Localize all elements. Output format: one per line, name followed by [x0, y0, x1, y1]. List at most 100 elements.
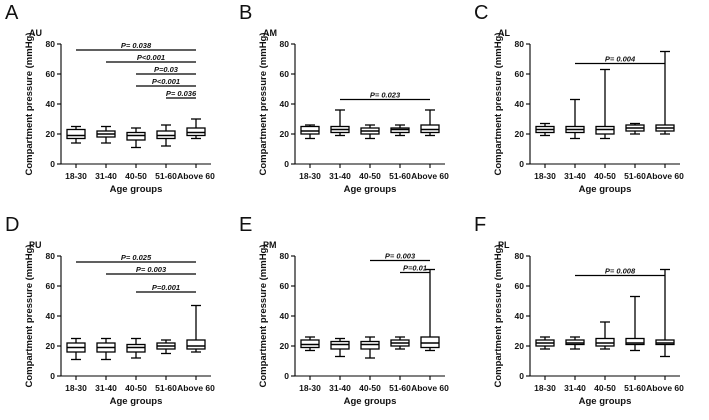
box-3 — [126, 337, 146, 359]
x-axis-title: Age groups — [110, 184, 163, 195]
y-tick-label: 80 — [46, 39, 56, 49]
y-tick-label: 20 — [46, 341, 56, 351]
box-1 — [300, 124, 320, 140]
y-tick-label: 40 — [46, 99, 56, 109]
chart-panel-a: A AU 0 20 40 60 80 Compartment pressure (mmHg) 1… — [5, 2, 215, 195]
x-tick-label: 31-40 — [329, 383, 351, 393]
box-iqr — [625, 337, 645, 346]
box-1 — [535, 122, 555, 137]
box-2 — [565, 98, 585, 140]
x-tick-label: 18-30 — [299, 171, 321, 181]
y-tick-label: 40 — [515, 311, 525, 321]
panel-subtitle: AM — [263, 28, 277, 38]
p-value-label: P= 0.025 — [121, 253, 152, 262]
x-tick-label: Above 60 — [646, 171, 684, 181]
box-5 — [420, 109, 440, 137]
x-tick-label: 18-30 — [534, 383, 556, 393]
x-tick-label: 51-60 — [624, 383, 646, 393]
box-3 — [360, 124, 380, 140]
y-tick-label: 80 — [280, 39, 290, 49]
x-tick-label: 40-50 — [594, 383, 616, 393]
y-tick-label: 0 — [519, 159, 524, 169]
y-tick-label: 20 — [46, 129, 56, 139]
p-value-label: P=0.03 — [154, 65, 179, 74]
y-tick-label: 60 — [46, 281, 56, 291]
x-axis-title: Age groups — [344, 396, 397, 407]
y-tick-label: 60 — [280, 281, 290, 291]
y-axis-title: Compartment pressure (mmHg) — [24, 32, 35, 175]
box-1 — [66, 337, 86, 361]
y-tick-label: 60 — [515, 281, 525, 291]
x-tick-label: 51-60 — [155, 383, 177, 393]
p-value-label: P= 0.003 — [385, 252, 416, 261]
box-2 — [330, 109, 350, 137]
p-value-label: P=0.001 — [152, 283, 180, 292]
box-4 — [625, 295, 645, 352]
y-tick-label: 60 — [46, 69, 56, 79]
panel-letter: C — [474, 2, 488, 24]
box-3 — [360, 336, 380, 359]
x-tick-label: 31-40 — [564, 171, 586, 181]
x-tick-label: Above 60 — [177, 171, 215, 181]
y-tick-label: 20 — [280, 341, 290, 351]
y-tick-label: 0 — [284, 159, 289, 169]
x-axis-title: Age groups — [579, 396, 632, 407]
y-axis-title: Compartment pressure (mmHg) — [258, 244, 269, 387]
y-tick-label: 80 — [280, 251, 290, 261]
box-5 — [186, 118, 206, 140]
box-1 — [535, 336, 555, 350]
x-tick-label: 40-50 — [125, 171, 147, 181]
chart-panel-e: E PM 0 20 40 60 80 Compartment pressure (mmHg) 1… — [239, 214, 449, 407]
x-tick-label: 18-30 — [65, 171, 87, 181]
x-axis-title: Age groups — [579, 184, 632, 195]
box-5 — [420, 268, 440, 352]
box-4 — [390, 336, 410, 350]
panel-subtitle: AU — [29, 28, 42, 38]
panel-subtitle: PM — [263, 240, 277, 250]
box-4 — [625, 122, 645, 135]
y-tick-label: 0 — [519, 371, 524, 381]
y-tick-label: 40 — [280, 311, 290, 321]
y-axis-title: Compartment pressure (mmHg) — [493, 32, 504, 175]
y-axis-title: Compartment pressure (mmHg) — [493, 244, 504, 387]
y-tick-label: 40 — [515, 99, 525, 109]
box-4 — [390, 124, 410, 137]
panel-subtitle: PL — [498, 240, 510, 250]
x-tick-label: 31-40 — [95, 383, 117, 393]
x-tick-label: Above 60 — [411, 171, 449, 181]
x-tick-label: 51-60 — [389, 383, 411, 393]
p-value-label: P= 0.038 — [121, 41, 152, 50]
p-value-label: P= 0.036 — [166, 89, 197, 98]
x-tick-label: 51-60 — [155, 171, 177, 181]
y-tick-label: 0 — [50, 159, 55, 169]
y-tick-label: 80 — [515, 39, 525, 49]
panel-letter: D — [5, 214, 19, 236]
x-tick-label: Above 60 — [646, 383, 684, 393]
y-tick-label: 20 — [280, 129, 290, 139]
box-1 — [300, 336, 320, 352]
x-tick-label: 51-60 — [389, 171, 411, 181]
y-axis-title: Compartment pressure (mmHg) — [24, 244, 35, 387]
y-tick-label: 40 — [280, 99, 290, 109]
box-1 — [66, 125, 86, 144]
x-tick-label: 31-40 — [95, 171, 117, 181]
p-value-label: P=0.01 — [403, 264, 427, 273]
x-tick-label: Above 60 — [177, 383, 215, 393]
box-2 — [330, 337, 350, 358]
p-value-label: P<0.001 — [152, 77, 180, 86]
panel-subtitle: AL — [498, 28, 510, 38]
panel-letter: A — [5, 2, 19, 24]
box-5 — [186, 304, 206, 353]
box-iqr — [186, 339, 206, 350]
box-4 — [156, 124, 176, 147]
chart-panel-f: F PL 0 20 40 60 80 Compartment pressure (mmHg) 1… — [474, 214, 684, 407]
box-3 — [595, 321, 615, 350]
p-value-label: P= 0.004 — [605, 55, 636, 64]
box-3 — [126, 127, 146, 149]
chart-panel-d: D PU 0 20 40 60 80 Compartment pressure (mmHg) 1… — [5, 214, 215, 407]
y-tick-label: 0 — [284, 371, 289, 381]
box-2 — [96, 125, 116, 144]
p-value-label: P= 0.023 — [370, 91, 401, 100]
x-tick-label: 51-60 — [624, 171, 646, 181]
